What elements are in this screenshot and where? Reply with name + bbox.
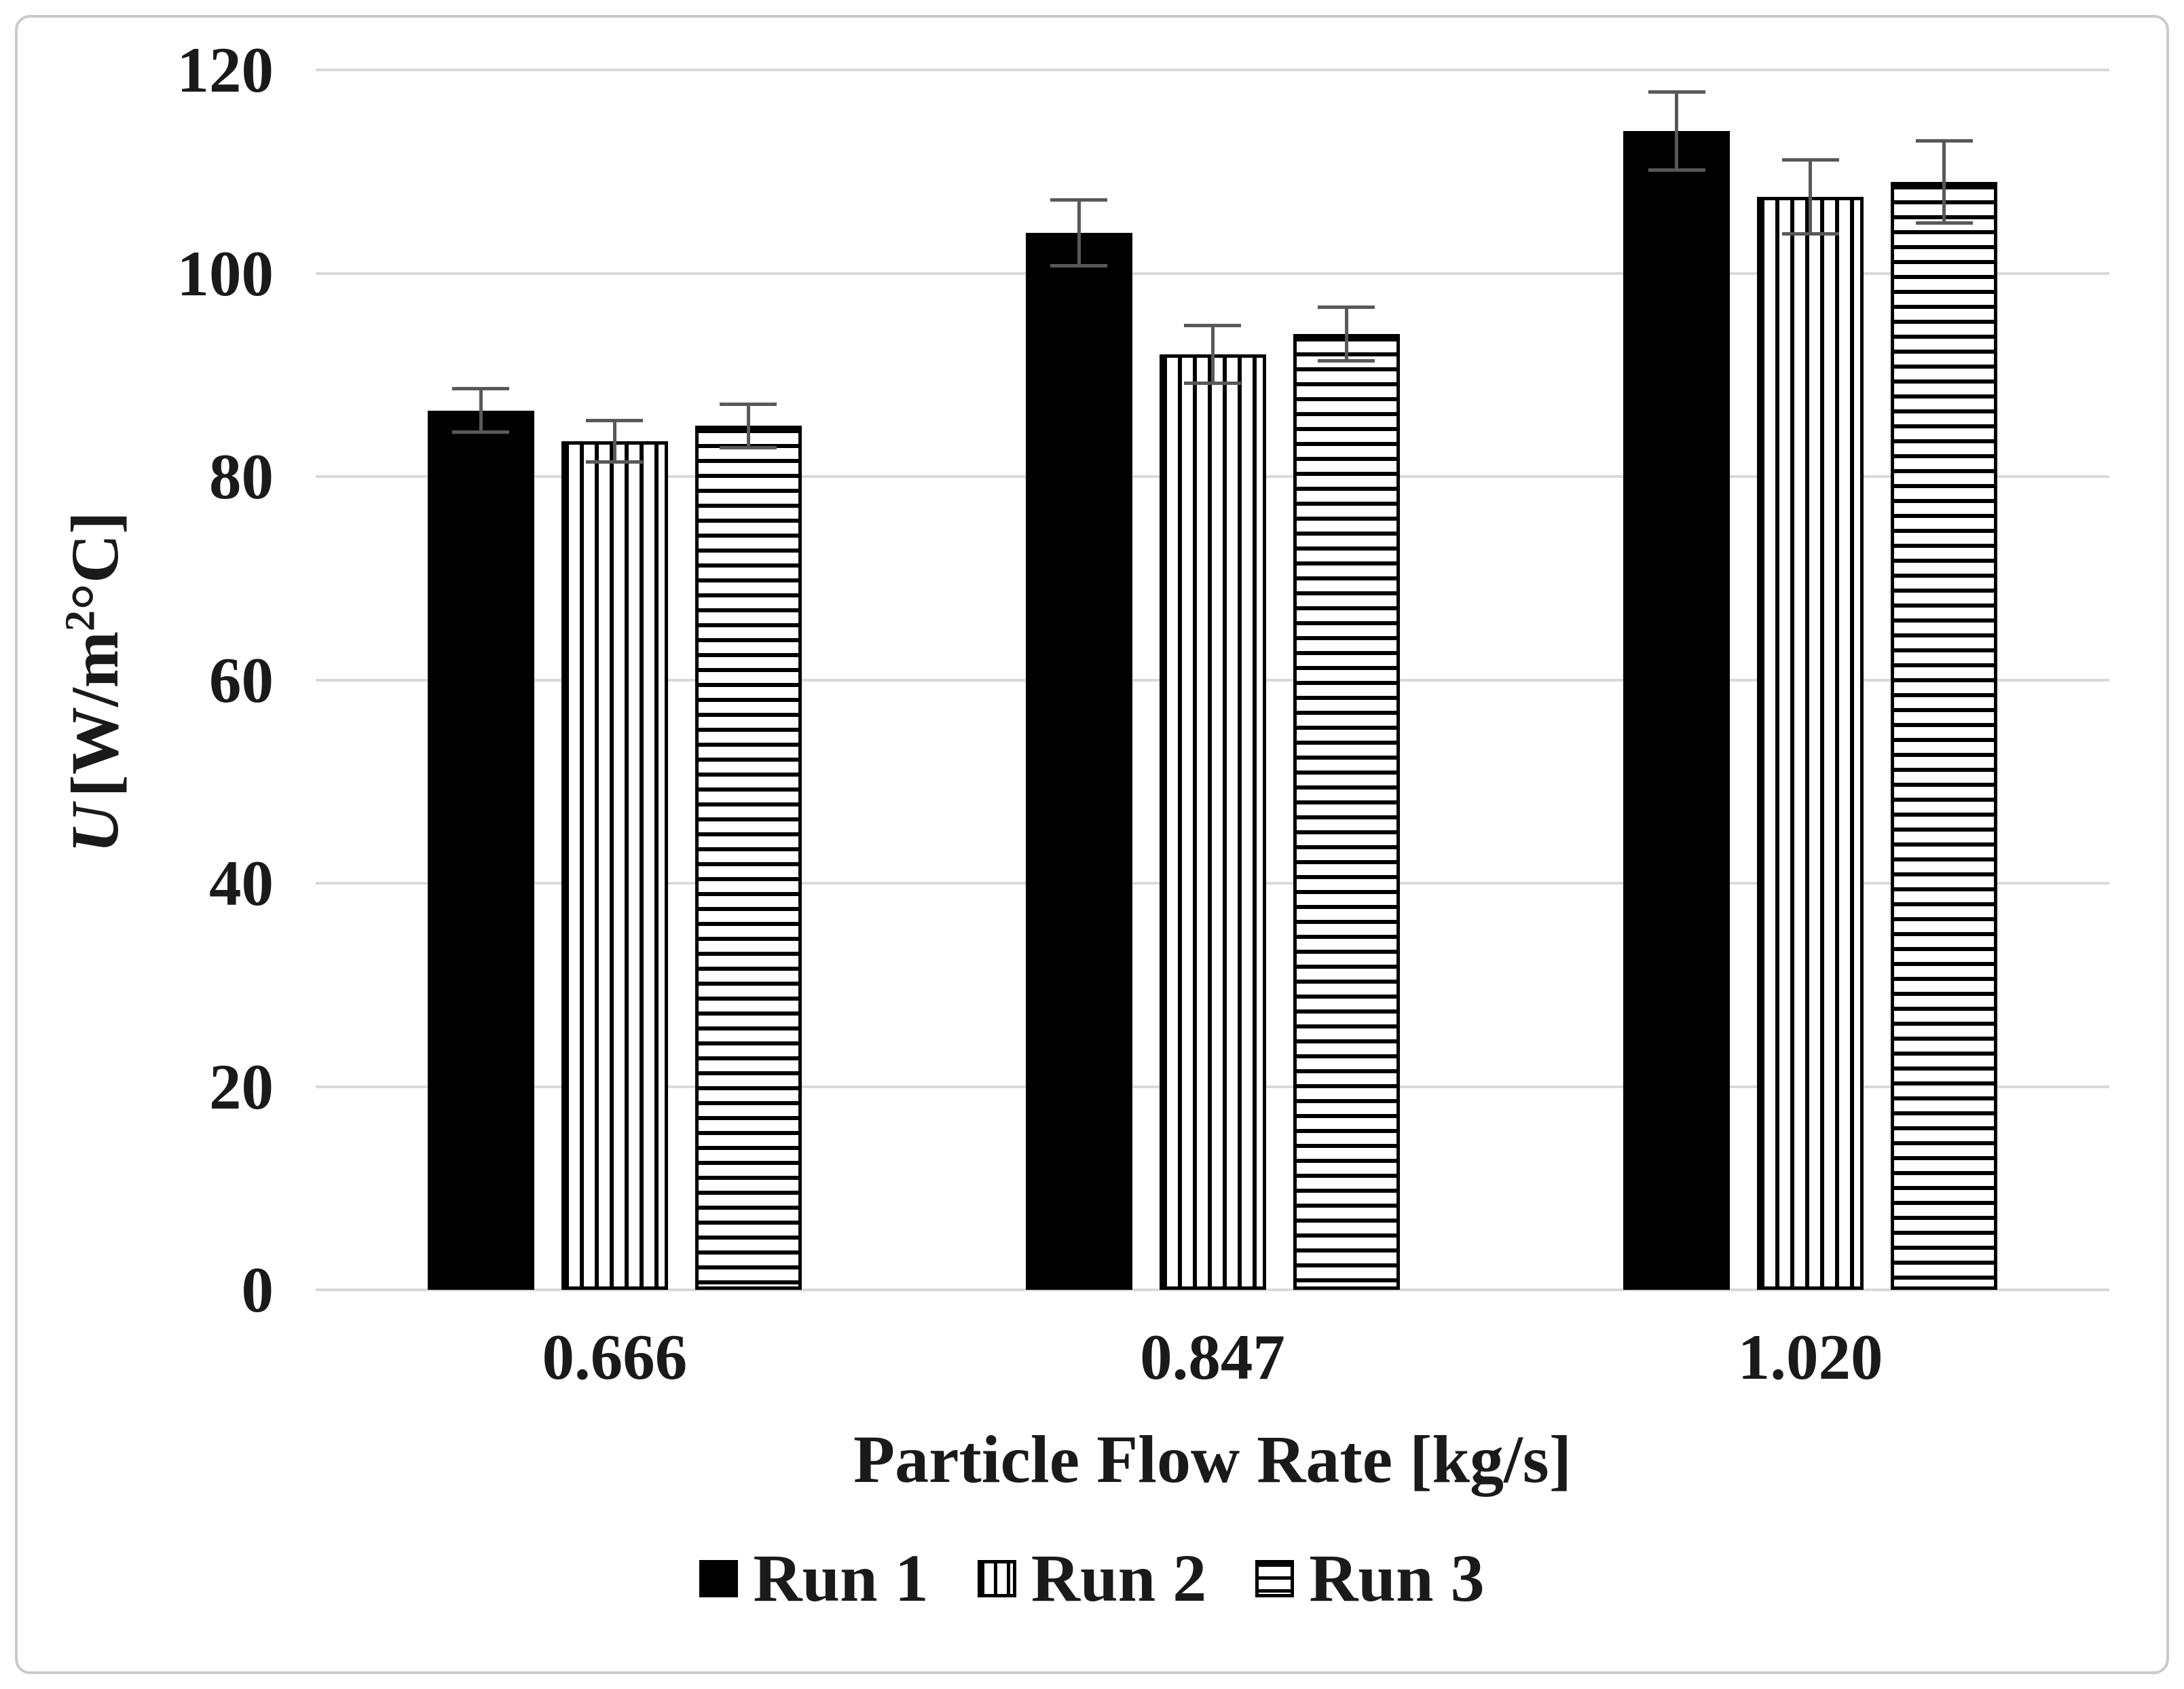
- bar-run3-0.666: [695, 426, 802, 1290]
- bar-run2-0.666: [561, 441, 668, 1290]
- legend-item-run3: Run 3: [1255, 1540, 1485, 1616]
- error-bar: [1050, 198, 1107, 267]
- error-bar-stem: [612, 418, 616, 464]
- error-bar-cap-top: [586, 418, 644, 422]
- legend-swatch-vstripe-icon: [977, 1559, 1016, 1597]
- error-bar-cap-top: [1781, 158, 1839, 162]
- legend-label: Run 3: [1309, 1540, 1485, 1616]
- error-bar-stem: [1942, 138, 1946, 225]
- error-bar-cap-top: [720, 402, 777, 406]
- error-bar-stem: [1210, 324, 1215, 386]
- x-tick-label-1.020: 1.020: [1737, 1321, 1883, 1393]
- legend-swatch-solid-icon: [699, 1559, 739, 1597]
- legend-item-run1: Run 1: [699, 1540, 929, 1616]
- error-bar-cap-bottom: [720, 445, 777, 449]
- error-bar-stem: [1344, 305, 1348, 363]
- bar-run3-0.847: [1293, 334, 1400, 1290]
- error-bar-stem: [746, 402, 750, 449]
- error-bar-cap-top: [1318, 305, 1375, 310]
- error-bar-cap-bottom: [1648, 168, 1705, 172]
- error-bar-cap-bottom: [1781, 232, 1839, 236]
- gridline-y-100: [316, 272, 2109, 275]
- error-bar-cap-bottom: [586, 460, 644, 464]
- legend-item-run2: Run 2: [977, 1540, 1207, 1616]
- x-axis-title: Particle Flow Rate [kg/s]: [853, 1422, 1572, 1497]
- legend-label: Run 2: [1031, 1540, 1207, 1616]
- gridline-y-0: [316, 1288, 2109, 1291]
- error-bar-cap-top: [1184, 324, 1241, 328]
- error-bar-stem: [479, 387, 483, 434]
- legend-swatch-hstripe-icon: [1255, 1559, 1295, 1597]
- bar-run1-1.020: [1623, 130, 1730, 1290]
- error-bar-cap-bottom: [1050, 263, 1107, 267]
- bar-run3-1.020: [1891, 181, 1998, 1290]
- error-bar: [1781, 158, 1839, 236]
- error-bar-cap-bottom: [1184, 382, 1241, 386]
- legend: Run 1 Run 2 Run 3: [0, 1544, 2184, 1612]
- plot-area: 0 20 40 60 80 100 120 0.666 0.847 1.020: [177, 38, 2109, 1390]
- y-tick-label: 60: [209, 644, 274, 716]
- error-bar: [1648, 90, 1705, 172]
- legend-label: Run 1: [753, 1540, 929, 1616]
- error-bar-cap-bottom: [1318, 359, 1375, 363]
- bar-run1-0.847: [1025, 232, 1132, 1290]
- x-tick-label-0.666: 0.666: [542, 1321, 688, 1393]
- error-bar: [720, 402, 777, 449]
- gridline-y-120: [316, 69, 2109, 71]
- y-tick-label: 100: [177, 237, 274, 310]
- x-tick-label-0.847: 0.847: [1140, 1321, 1285, 1393]
- error-bar: [1184, 324, 1241, 386]
- y-axis-superscript: 2: [57, 610, 104, 631]
- bar-run2-0.847: [1159, 354, 1266, 1290]
- bar-run2-1.020: [1757, 197, 1864, 1290]
- error-bar: [1915, 138, 1973, 225]
- y-tick-label: 120: [177, 34, 274, 106]
- error-bar: [1318, 305, 1375, 363]
- error-bar-stem: [1077, 198, 1081, 267]
- error-bar: [586, 418, 644, 464]
- y-axis-unit-open: [W/m: [57, 631, 132, 798]
- y-axis-title: U [W/m2°C]: [57, 3, 132, 1361]
- y-tick-label: 20: [209, 1050, 274, 1123]
- error-bar-cap-top: [1648, 90, 1705, 94]
- error-bar-stem: [1675, 90, 1679, 172]
- error-bar-cap-bottom: [452, 430, 510, 434]
- error-bar-cap-top: [1050, 198, 1107, 202]
- error-bar-cap-bottom: [1915, 221, 1973, 225]
- error-bar-stem: [1809, 158, 1813, 236]
- error-bar: [452, 387, 510, 434]
- error-bar-cap-top: [452, 387, 510, 391]
- y-axis-symbol: U: [57, 804, 132, 853]
- y-tick-label: 80: [209, 441, 274, 513]
- y-tick-label: 40: [209, 847, 274, 919]
- y-axis-unit-close: °C]: [57, 511, 132, 610]
- error-bar-cap-top: [1915, 138, 1973, 143]
- y-tick-label: 0: [241, 1254, 274, 1326]
- bar-run1-0.666: [427, 410, 534, 1290]
